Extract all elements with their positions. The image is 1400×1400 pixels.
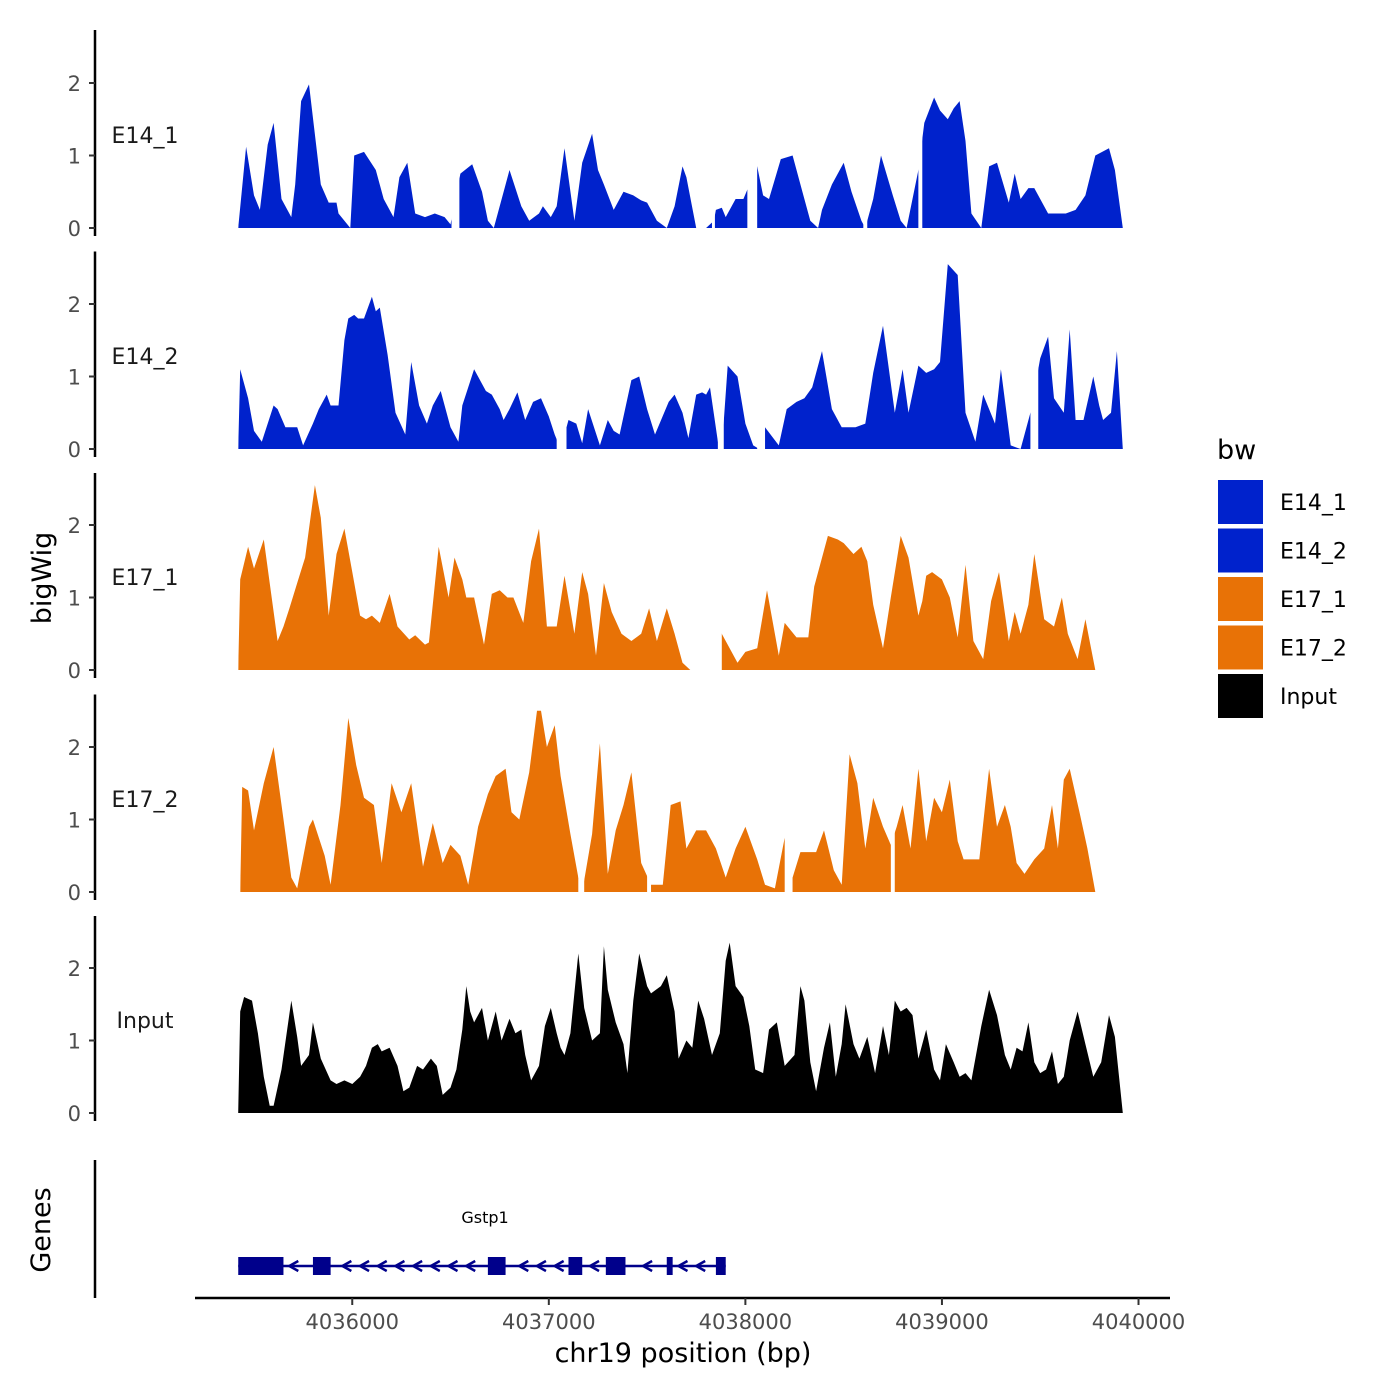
y-tick-label: 1 — [68, 587, 81, 611]
strand-arrow — [693, 1259, 706, 1273]
legend-swatch-input — [1218, 674, 1263, 718]
track-area-e17-1 — [238, 485, 1096, 670]
x-tick-label: 4040000 — [1092, 1310, 1186, 1334]
y-tick-label: 1 — [68, 145, 81, 169]
track-panel-e17-2: 0 1 2 E17_2 — [68, 694, 1096, 905]
y-tick-label: 0 — [68, 1102, 81, 1126]
y-axis-title: bigWig — [27, 532, 58, 625]
legend-swatch-e14-1 — [1218, 480, 1263, 524]
track-area-e14-2 — [238, 264, 1123, 449]
y-tick-label: 2 — [68, 957, 81, 981]
coverage-tracks: 0 1 2 E14_1 0 1 2 E14_2 0 1 2 E17_1 0 1 2 E17_2 0 1 2 Input — [68, 30, 1123, 1126]
strand-arrow — [375, 1259, 388, 1273]
legend-label-e17-2: E17_2 — [1280, 637, 1347, 662]
x-tick-label: 4037000 — [502, 1310, 596, 1334]
track-label-e17-2: E17_2 — [112, 788, 179, 813]
legend-title: bw — [1217, 435, 1256, 466]
track-label-input: Input — [117, 1009, 174, 1034]
track-area-input — [238, 942, 1123, 1113]
exon-4 — [568, 1257, 583, 1275]
strand-arrow — [428, 1259, 441, 1273]
track-area-e14-1 — [238, 84, 1123, 228]
y-tick-label: 0 — [68, 217, 81, 241]
y-tick-label: 2 — [68, 293, 81, 317]
strand-arrow — [392, 1259, 406, 1273]
exon-3 — [487, 1257, 506, 1275]
legend-label-e14-1: E14_1 — [1280, 491, 1347, 516]
y-tick-label: 2 — [68, 514, 81, 538]
legend-label-e14-2: E14_2 — [1280, 540, 1347, 565]
strand-arrow — [463, 1259, 476, 1273]
strand-arrow — [339, 1259, 352, 1273]
strand-arrow — [410, 1259, 423, 1273]
x-axis-title: chr19 position (bp) — [555, 1338, 812, 1369]
y-tick-label: 2 — [68, 736, 81, 760]
legend-label-input: Input — [1280, 685, 1337, 710]
legend: bw E14_1 E14_2 E17_1 E17_2 Input — [1217, 435, 1347, 718]
strand-arrow — [516, 1259, 529, 1273]
track-panel-e17-1: 0 1 2 E17_1 — [68, 473, 1096, 683]
y-tick-label: 0 — [68, 438, 81, 462]
strand-arrow — [534, 1259, 547, 1273]
x-tick-label: 4038000 — [699, 1310, 793, 1334]
strand-arrow — [445, 1259, 459, 1273]
y-tick-label: 1 — [68, 366, 81, 390]
x-tick-label: 4036000 — [305, 1310, 399, 1334]
y-tick-label: 2 — [68, 72, 81, 96]
exon-7 — [715, 1257, 726, 1275]
legend-swatch-e17-2 — [1218, 625, 1263, 670]
legend-swatch-e14-2 — [1218, 528, 1263, 573]
genes-axis-title: Genes — [26, 1187, 57, 1272]
legend-label-e17-1: E17_1 — [1280, 588, 1347, 613]
track-area-e17-2 — [240, 710, 1096, 892]
exon-2 — [312, 1257, 331, 1275]
y-tick-label: 0 — [68, 659, 81, 683]
strand-arrow — [587, 1259, 600, 1273]
track-panel-e14-1: 0 1 2 E14_1 — [68, 30, 1123, 241]
strand-arrow — [552, 1259, 565, 1273]
exon-1 — [238, 1257, 284, 1275]
strand-arrow — [357, 1259, 370, 1273]
gene-track: Genes Gstp1 — [26, 1160, 726, 1298]
track-label-e14-2: E14_2 — [112, 345, 179, 370]
track-label-e14-1: E14_1 — [112, 124, 179, 149]
track-panel-input: 0 1 2 Input — [68, 916, 1123, 1126]
x-tick-label: 4039000 — [895, 1310, 989, 1334]
exon-6 — [666, 1257, 673, 1275]
y-tick-label: 1 — [68, 809, 81, 833]
track-label-e17-1: E17_1 — [112, 566, 179, 591]
x-axis: chr19 position (bp) 4036000 4037000 403800… — [195, 1296, 1186, 1369]
strand-arrow — [675, 1259, 689, 1273]
strand-arrow — [286, 1259, 299, 1273]
y-tick-label: 0 — [68, 881, 81, 905]
track-panel-e14-2: 0 1 2 E14_2 — [68, 251, 1123, 462]
gene-name-label: Gstp1 — [461, 1208, 508, 1227]
y-tick-label: 1 — [68, 1030, 81, 1054]
legend-swatch-e17-1 — [1218, 577, 1263, 621]
strand-arrow — [640, 1259, 653, 1273]
exon-5 — [605, 1257, 626, 1275]
